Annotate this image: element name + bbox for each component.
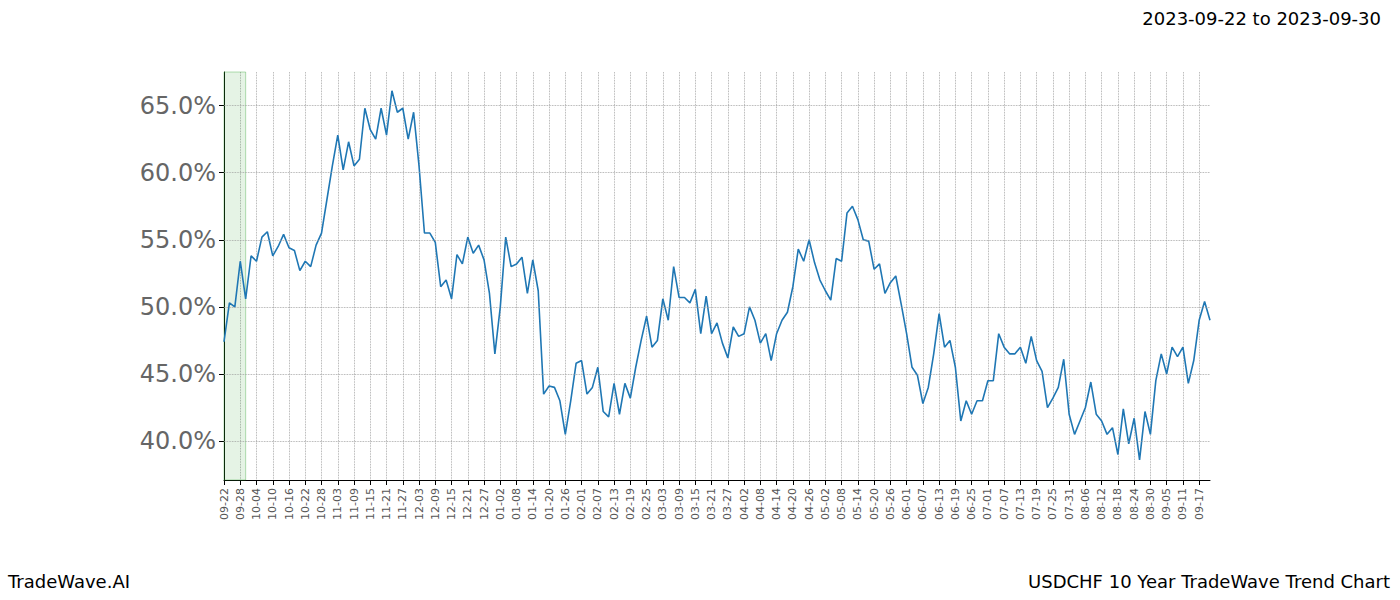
svg-text:2023-09-22 to 2023-09-30: 2023-09-22 to 2023-09-30 <box>1142 8 1381 29</box>
svg-text:08-06: 08-06 <box>1079 488 1092 520</box>
svg-text:01-08: 01-08 <box>510 488 523 520</box>
svg-text:07-19: 07-19 <box>1030 488 1043 520</box>
svg-text:02-25: 02-25 <box>640 488 653 520</box>
svg-text:08-12: 08-12 <box>1095 488 1108 520</box>
svg-text:12-15: 12-15 <box>445 488 458 520</box>
svg-text:03-03: 03-03 <box>656 488 669 520</box>
svg-text:10-04: 10-04 <box>250 488 263 520</box>
svg-text:09-22: 09-22 <box>218 488 231 520</box>
svg-text:02-13: 02-13 <box>608 488 621 520</box>
svg-text:09-05: 09-05 <box>1160 488 1173 520</box>
svg-text:11-15: 11-15 <box>364 488 377 520</box>
svg-text:04-08: 04-08 <box>754 488 767 520</box>
svg-text:10-10: 10-10 <box>266 488 279 520</box>
svg-text:10-22: 10-22 <box>299 488 312 520</box>
svg-text:06-19: 06-19 <box>949 488 962 520</box>
svg-text:TradeWave.AI: TradeWave.AI <box>7 571 130 592</box>
svg-text:03-27: 03-27 <box>721 488 734 520</box>
svg-text:40.0%: 40.0% <box>140 427 216 455</box>
svg-text:03-09: 03-09 <box>673 488 686 520</box>
svg-text:11-21: 11-21 <box>380 488 393 520</box>
svg-text:06-25: 06-25 <box>965 488 978 520</box>
svg-text:04-20: 04-20 <box>786 488 799 520</box>
svg-text:50.0%: 50.0% <box>140 293 216 321</box>
svg-text:05-08: 05-08 <box>835 488 848 520</box>
svg-text:09-28: 09-28 <box>234 488 247 520</box>
svg-text:10-28: 10-28 <box>315 488 328 520</box>
svg-text:07-07: 07-07 <box>998 488 1011 520</box>
svg-text:11-27: 11-27 <box>396 488 409 520</box>
svg-text:05-26: 05-26 <box>884 488 897 520</box>
svg-text:05-20: 05-20 <box>868 488 881 520</box>
svg-text:65.0%: 65.0% <box>140 92 216 120</box>
svg-text:02-19: 02-19 <box>624 488 637 520</box>
svg-text:08-24: 08-24 <box>1128 488 1141 520</box>
svg-text:01-26: 01-26 <box>559 488 572 520</box>
svg-text:11-09: 11-09 <box>348 488 361 520</box>
svg-text:12-27: 12-27 <box>478 488 491 520</box>
svg-text:05-02: 05-02 <box>819 488 832 520</box>
svg-text:02-01: 02-01 <box>575 488 588 520</box>
svg-text:11-03: 11-03 <box>331 488 344 520</box>
svg-text:03-15: 03-15 <box>689 488 702 520</box>
svg-text:12-21: 12-21 <box>461 488 474 520</box>
svg-text:07-13: 07-13 <box>1014 488 1027 520</box>
svg-text:05-14: 05-14 <box>851 488 864 520</box>
svg-text:09-17: 09-17 <box>1193 488 1206 520</box>
svg-text:06-01: 06-01 <box>900 488 913 520</box>
svg-text:04-02: 04-02 <box>738 488 751 520</box>
svg-text:04-14: 04-14 <box>770 488 783 520</box>
svg-text:10-16: 10-16 <box>283 488 296 520</box>
svg-text:03-21: 03-21 <box>705 488 718 520</box>
svg-text:08-18: 08-18 <box>1111 488 1124 520</box>
svg-text:04-26: 04-26 <box>803 488 816 520</box>
svg-text:45.0%: 45.0% <box>140 360 216 388</box>
svg-text:60.0%: 60.0% <box>140 159 216 187</box>
svg-text:07-01: 07-01 <box>981 488 994 520</box>
svg-text:02-07: 02-07 <box>591 488 604 520</box>
svg-text:01-14: 01-14 <box>526 488 539 520</box>
svg-text:USDCHF 10 Year TradeWave Trend: USDCHF 10 Year TradeWave Trend Chart <box>1028 571 1390 592</box>
svg-text:07-31: 07-31 <box>1063 488 1076 520</box>
svg-text:12-03: 12-03 <box>413 488 426 520</box>
svg-text:08-30: 08-30 <box>1144 488 1157 520</box>
svg-text:09-11: 09-11 <box>1176 488 1189 520</box>
svg-text:55.0%: 55.0% <box>140 226 216 254</box>
svg-text:01-02: 01-02 <box>494 488 507 520</box>
svg-text:12-09: 12-09 <box>429 488 442 520</box>
svg-text:07-25: 07-25 <box>1046 488 1059 520</box>
svg-text:01-20: 01-20 <box>543 488 556 520</box>
svg-text:06-13: 06-13 <box>933 488 946 520</box>
svg-text:06-07: 06-07 <box>916 488 929 520</box>
